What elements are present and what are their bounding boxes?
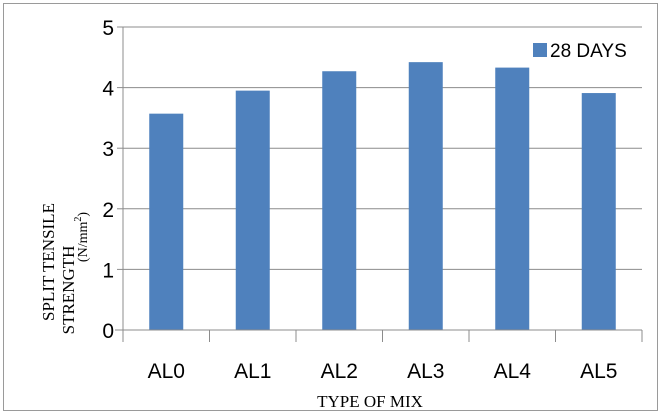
y-axis-unit-exp: 2 bbox=[73, 217, 84, 222]
y-tick-labels: 0 1 2 3 4 5 bbox=[102, 17, 114, 343]
x-tick-label-AL2: AL2 bbox=[321, 360, 358, 383]
x-tick-labels: AL0 AL1 AL2 AL3 AL4 AL5 bbox=[148, 360, 618, 383]
y-tick-label-3: 3 bbox=[102, 138, 114, 161]
x-tick-label-AL1: AL1 bbox=[234, 360, 271, 383]
y-tick-label-2: 2 bbox=[102, 199, 114, 222]
bar-AL5 bbox=[581, 93, 616, 330]
y-axis-label-line1: SPLIT TENSILE bbox=[39, 203, 58, 321]
y-axis-label-line2: STRENGTH bbox=[59, 246, 78, 335]
y-tick-label-4: 4 bbox=[102, 78, 114, 101]
x-tick-label-AL0: AL0 bbox=[148, 360, 185, 383]
y-axis-unit: (N/mm2) bbox=[73, 212, 91, 262]
bar-AL4 bbox=[495, 67, 530, 331]
legend-swatch bbox=[533, 43, 547, 57]
y-tick-label-5: 5 bbox=[102, 17, 114, 40]
x-tick-label-AL4: AL4 bbox=[494, 360, 532, 383]
y-axis-unit-base: (N/mm bbox=[76, 222, 91, 263]
x-tick-label-AL3: AL3 bbox=[407, 360, 444, 383]
bar-AL1 bbox=[235, 90, 270, 330]
x-tick-label-AL5: AL5 bbox=[580, 360, 617, 383]
legend: 28 DAYS bbox=[533, 41, 627, 62]
bar-AL3 bbox=[408, 62, 443, 330]
y-tick-label-1: 1 bbox=[102, 259, 114, 282]
axes bbox=[115, 26, 643, 342]
gridlines bbox=[123, 26, 642, 270]
y-tick-label-0: 0 bbox=[102, 320, 114, 343]
y-axis-label: SPLIT TENSILE STRENGTH (N/mm2) bbox=[39, 203, 91, 334]
bar-AL0 bbox=[149, 113, 184, 331]
bars bbox=[149, 62, 616, 331]
bar-AL2 bbox=[322, 71, 357, 330]
x-axis-label: TYPE OF MIX bbox=[317, 392, 423, 411]
legend-label: 28 DAYS bbox=[550, 41, 627, 62]
y-axis-unit-close: ) bbox=[76, 212, 91, 217]
